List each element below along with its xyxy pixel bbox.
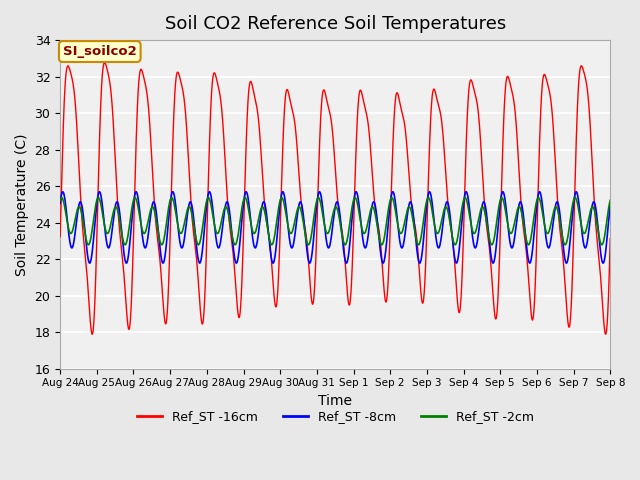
X-axis label: Time: Time [318,394,352,408]
Y-axis label: Soil Temperature (C): Soil Temperature (C) [15,133,29,276]
Legend: Ref_ST -16cm, Ref_ST -8cm, Ref_ST -2cm: Ref_ST -16cm, Ref_ST -8cm, Ref_ST -2cm [132,405,539,428]
Title: Soil CO2 Reference Soil Temperatures: Soil CO2 Reference Soil Temperatures [164,15,506,33]
Text: SI_soilco2: SI_soilco2 [63,45,137,58]
